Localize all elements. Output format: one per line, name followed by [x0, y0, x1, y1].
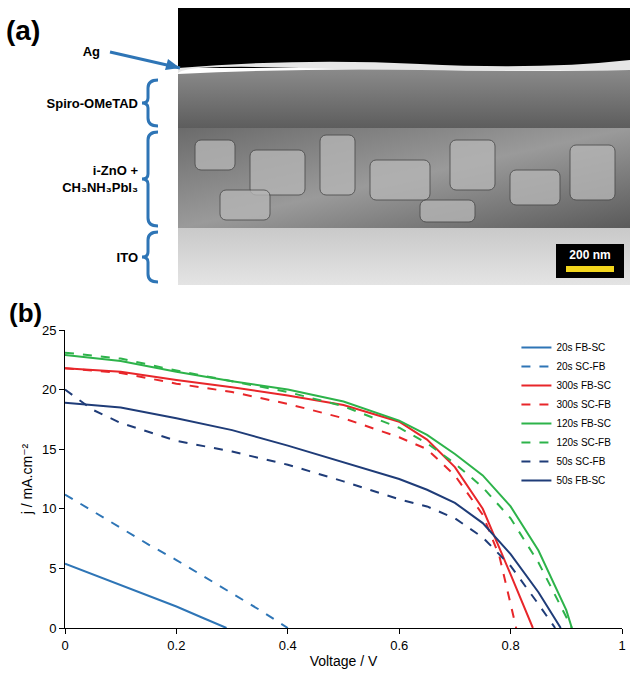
- svg-text:Ag: Ag: [83, 44, 100, 59]
- svg-text:0: 0: [49, 621, 56, 636]
- svg-text:Voltage / V: Voltage / V: [310, 653, 378, 669]
- svg-text:50s FB-SC: 50s FB-SC: [556, 475, 605, 486]
- svg-text:ITO: ITO: [117, 250, 138, 265]
- svg-text:300s SC-FB: 300s SC-FB: [556, 399, 611, 410]
- svg-text:200 nm: 200 nm: [569, 248, 610, 262]
- svg-text:0.2: 0.2: [167, 638, 185, 653]
- svg-text:25: 25: [42, 323, 56, 338]
- svg-text:0.4: 0.4: [279, 638, 297, 653]
- svg-text:Spiro-OMeTAD: Spiro-OMeTAD: [47, 96, 138, 111]
- svg-text:120s FB-SC: 120s FB-SC: [556, 418, 610, 429]
- svg-text:1: 1: [618, 638, 625, 653]
- svg-text:(a): (a): [6, 15, 40, 46]
- svg-text:0.8: 0.8: [502, 638, 520, 653]
- svg-text:120s SC-FB: 120s SC-FB: [556, 437, 611, 448]
- svg-text:10: 10: [42, 501, 56, 516]
- svg-text:(b): (b): [9, 298, 42, 328]
- svg-text:20s SC-FB: 20s SC-FB: [556, 361, 605, 372]
- svg-text:0: 0: [61, 638, 68, 653]
- svg-text:300s FB-SC: 300s FB-SC: [556, 380, 610, 391]
- svg-text:j / mA.cm⁻²: j / mA.cm⁻²: [19, 443, 35, 515]
- svg-text:i-ZnO +CH₃NH₃PbI₃: i-ZnO +CH₃NH₃PbI₃: [62, 163, 138, 194]
- svg-text:5: 5: [49, 561, 56, 576]
- svg-text:0.6: 0.6: [390, 638, 408, 653]
- svg-text:15: 15: [42, 442, 56, 457]
- svg-text:50s SC-FB: 50s SC-FB: [556, 456, 605, 467]
- svg-text:20: 20: [42, 382, 56, 397]
- svg-text:20s FB-SC: 20s FB-SC: [556, 342, 605, 353]
